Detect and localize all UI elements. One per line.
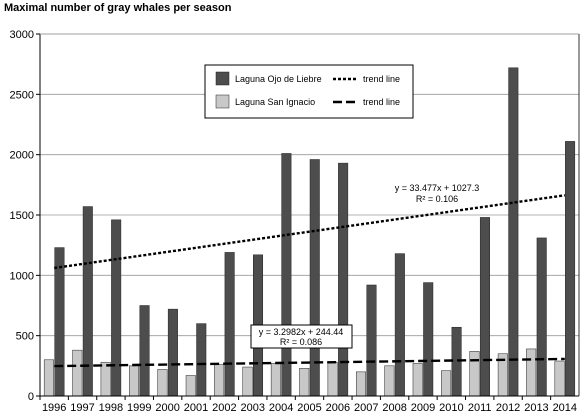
bar-ojo-de-liebre [82, 206, 93, 397]
x-tick-label: 2010 [439, 402, 463, 414]
bar-ojo-de-liebre [309, 159, 320, 397]
x-tick-label: 2006 [326, 402, 350, 414]
bar-ojo-de-liebre [479, 217, 490, 397]
x-tick-label: 1999 [127, 402, 151, 414]
bar-san-ignacio [554, 360, 565, 397]
bar-san-ignacio [327, 361, 338, 397]
trend-line-ojo-de-liebre [54, 194, 565, 270]
bar-ojo-de-liebre [508, 67, 519, 397]
y-tick-label: 2000 [10, 150, 34, 162]
bar-ojo-de-liebre [536, 237, 547, 397]
trend-equation-ojo-de-liebre: y = 33.477x + 1027.3 [395, 183, 480, 193]
bar-san-ignacio [157, 369, 168, 397]
bar-san-ignacio [441, 370, 452, 397]
bar-ojo-de-liebre [366, 284, 377, 397]
equation-box-san-ignacio [250, 324, 353, 349]
legend-box [204, 64, 414, 119]
x-tick-label: 2008 [382, 402, 406, 414]
legend-trend-label-ojo-de-liebre: trend line [363, 74, 400, 84]
bar-ojo-de-liebre [423, 282, 434, 397]
bar-ojo-de-liebre [224, 252, 235, 397]
y-tick-label: 2500 [10, 89, 34, 101]
x-tick-label: 2014 [553, 402, 577, 414]
legend-swatch-san-ignacio [215, 94, 230, 109]
bar-san-ignacio [526, 348, 537, 397]
bar-san-ignacio [469, 351, 480, 397]
x-tick-label: 2004 [269, 402, 293, 414]
bar-ojo-de-liebre [111, 219, 122, 397]
x-tick-label: 1998 [99, 402, 123, 414]
bar-san-ignacio [242, 366, 253, 397]
x-tick-label: 2000 [155, 402, 179, 414]
x-tick-label: 2011 [468, 402, 492, 414]
bar-san-ignacio [214, 364, 225, 397]
x-tick-label: 2003 [241, 402, 265, 414]
legend-label-san-ignacio: Laguna San Ignacio [235, 97, 315, 107]
trend-r2-ojo-de-liebre: R² = 0.106 [416, 194, 458, 204]
x-tick-label: 1996 [42, 402, 66, 414]
y-tick-label: 1500 [10, 210, 34, 222]
bar-ojo-de-liebre [281, 153, 292, 397]
x-tick-label: 2009 [411, 402, 435, 414]
bar-san-ignacio [384, 365, 395, 397]
x-tick-label: 1997 [70, 402, 94, 414]
bar-san-ignacio [185, 375, 196, 397]
x-tick-label: 2002 [212, 402, 236, 414]
bar-san-ignacio [100, 361, 111, 397]
y-tick-label: 1000 [10, 270, 34, 282]
bar-san-ignacio [270, 363, 281, 397]
legend-trend-label-san-ignacio: trend line [363, 97, 400, 107]
x-tick-label: 2001 [184, 402, 208, 414]
x-tick-label: 2013 [524, 402, 548, 414]
bar-san-ignacio [299, 367, 310, 397]
bar-ojo-de-liebre [394, 253, 405, 397]
bar-san-ignacio [412, 363, 423, 397]
legend-swatch-ojo-de-liebre [215, 71, 230, 86]
bar-san-ignacio [43, 359, 54, 397]
y-tick-label: 500 [16, 331, 34, 343]
bar-ojo-de-liebre [139, 305, 150, 397]
trend-line-san-ignacio [54, 357, 565, 368]
y-tick-label: 3000 [10, 29, 34, 41]
x-tick-label: 2005 [297, 402, 321, 414]
bar-san-ignacio [129, 365, 140, 397]
legend-label-ojo-de-liebre: Laguna Ojo de Liebre [235, 74, 322, 84]
x-tick-label: 2012 [496, 402, 520, 414]
x-tick-label: 2007 [354, 402, 378, 414]
bar-ojo-de-liebre [565, 141, 576, 397]
trend-equation-san-ignacio: y = 3.2982x + 244.44 [259, 327, 344, 337]
trend-r2-san-ignacio: R² = 0.086 [280, 337, 322, 347]
bar-ojo-de-liebre [196, 323, 207, 397]
bar-san-ignacio [72, 349, 83, 397]
bar-san-ignacio [355, 371, 366, 397]
bar-ojo-de-liebre [167, 308, 178, 397]
y-tick-label: 0 [28, 391, 34, 403]
bar-ojo-de-liebre [54, 247, 65, 397]
chart-title: Maximal number of gray whales per season [4, 2, 232, 14]
